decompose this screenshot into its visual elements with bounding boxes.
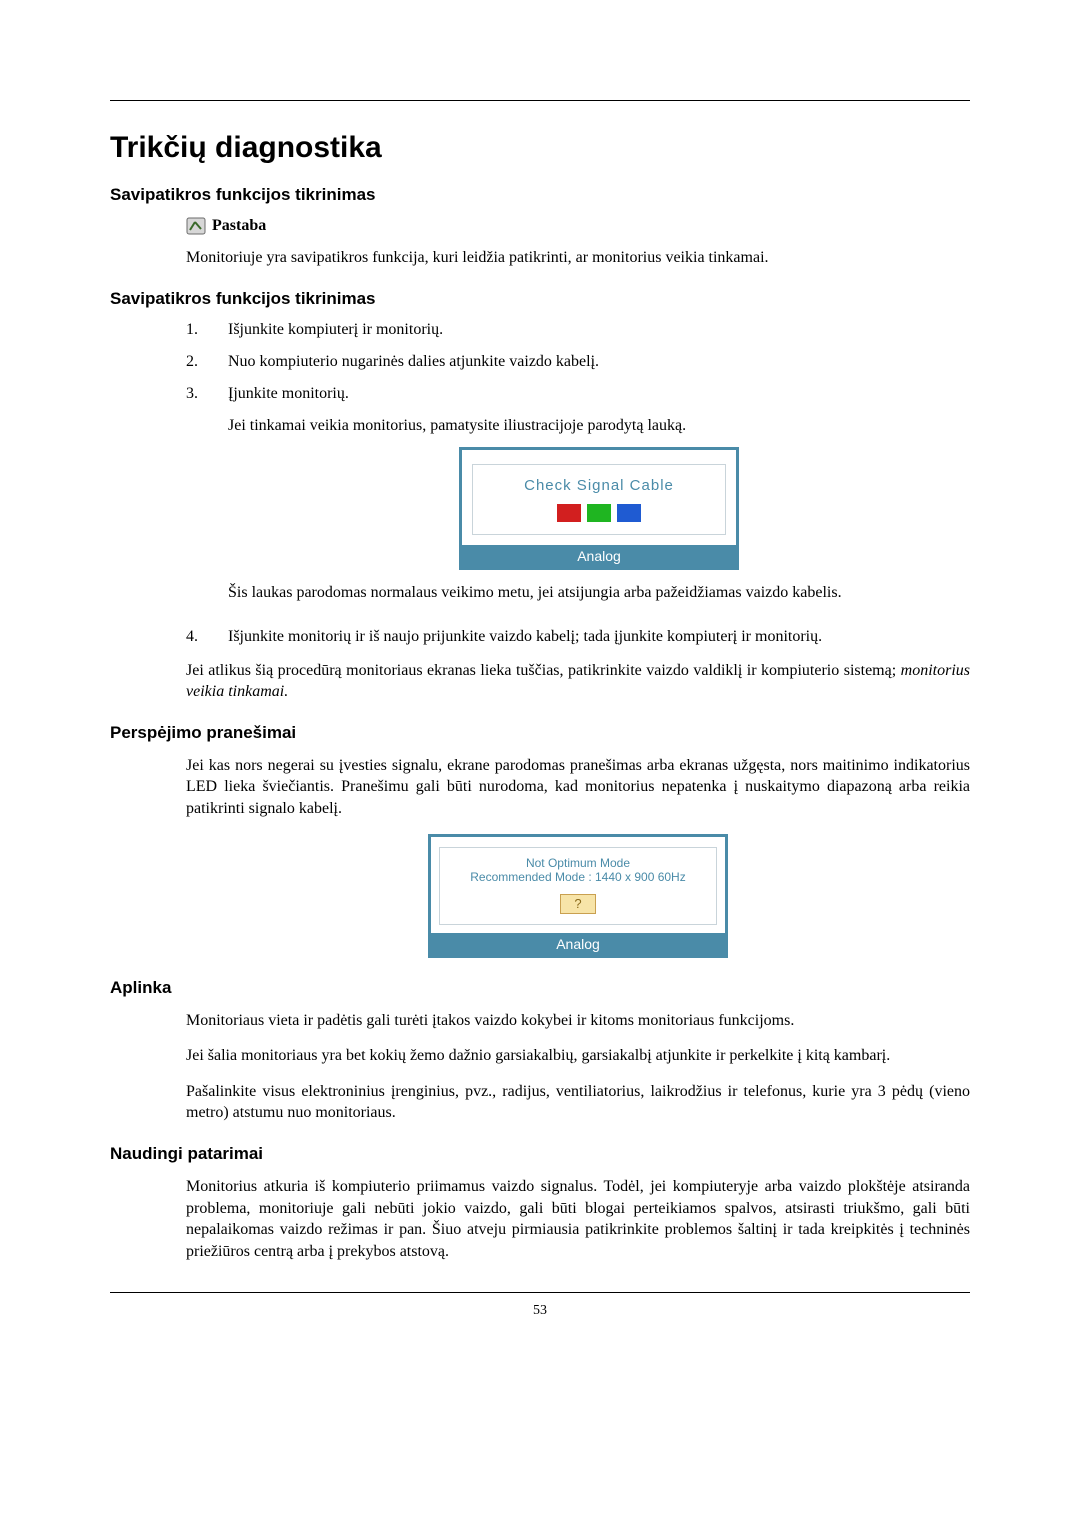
conclusion-a: Jei atlikus šią procedūrą monitoriaus ek… [186,662,901,679]
step-text-block: Įjunkite monitorių. Jei tinkamai veikia … [228,385,970,614]
top-rule [110,100,970,101]
step-item: 1. Išjunkite kompiuterį ir monitorių. [186,321,970,339]
step-number: 2. [186,353,206,371]
document-page: Trikčių diagnostika Savipatikros funkcij… [0,0,1080,1359]
selftest-1-body: Pastaba Monitoriuje yra savipatikros fun… [186,217,970,269]
step-text: Išjunkite kompiuterį ir monitorių. [228,321,970,339]
swatch-blue [617,504,641,522]
step-number: 1. [186,321,206,339]
check-signal-title: Check Signal Cable [481,477,717,494]
figure-check-signal: Check Signal Cable Analog [228,447,970,570]
env-p1: Monitoriaus vieta ir padėtis gali turėti… [186,1010,970,1032]
not-optimum-line2: Recommended Mode : 1440 x 900 60Hz [446,870,710,884]
section-env-heading: Aplinka [110,978,970,998]
note-label: Pastaba [212,217,266,235]
figure-not-optimum: Not Optimum Mode Recommended Mode : 1440… [186,834,970,958]
swatch-red [557,504,581,522]
monitor-inner: Check Signal Cable [472,464,726,535]
step-subtext-2: Šis laukas parodomas normalaus veikimo m… [228,584,970,602]
not-optimum-line1: Not Optimum Mode [446,856,710,870]
step-item: 2. Nuo kompiuterio nugarinės dalies atju… [186,353,970,371]
bottom-rule [110,1292,970,1293]
steps-list: 1. Išjunkite kompiuterį ir monitorių. 2.… [186,321,970,646]
tips-body: Monitorius atkuria iš kompiuterio priima… [186,1176,970,1262]
note-icon [186,217,206,235]
step-number: 4. [186,628,206,646]
page-number: 53 [110,1303,970,1319]
swatch-green [587,504,611,522]
step-item: 3. Įjunkite monitorių. Jei tinkamai veik… [186,385,970,614]
step-text: Išjunkite monitorių ir iš naujo prijunki… [228,628,970,646]
monitor-dialog-1: Check Signal Cable Analog [459,447,739,570]
section-warnings-heading: Perspėjimo pranešimai [110,723,970,743]
step-number: 3. [186,385,206,614]
env-body: Monitoriaus vieta ir padėtis gali turėti… [186,1010,970,1124]
monitor-dialog-2: Not Optimum Mode Recommended Mode : 1440… [428,834,728,958]
step-text: Įjunkite monitorių. [228,385,970,403]
page-title: Trikčių diagnostika [110,131,970,165]
step-text: Nuo kompiuterio nugarinės dalies atjunki… [228,353,970,371]
question-box: ? [560,894,596,914]
env-p3: Pašalinkite visus elektroninius įrengini… [186,1081,970,1124]
selftest-conclusion: Jei atlikus šią procedūrą monitoriaus ek… [186,660,970,703]
rgb-row [481,504,717,522]
monitor-inner-2: Not Optimum Mode Recommended Mode : 1440… [439,847,717,925]
note-row: Pastaba [186,217,970,235]
warnings-text: Jei kas nors negerai su įvesties signalu… [186,755,970,820]
warnings-body: Jei kas nors negerai su įvesties signalu… [186,755,970,958]
step-item: 4. Išjunkite monitorių ir iš naujo priju… [186,628,970,646]
tips-p1: Monitorius atkuria iš kompiuterio priima… [186,1176,970,1262]
analog-bar-2: Analog [431,933,725,955]
section-tips-heading: Naudingi patarimai [110,1144,970,1164]
env-p2: Jei šalia monitoriaus yra bet kokių žemo… [186,1045,970,1067]
step-subtext: Jei tinkamai veikia monitorius, pamatysi… [228,417,970,435]
section-selftest-2-heading: Savipatikros funkcijos tikrinimas [110,289,970,309]
section-selftest-1-heading: Savipatikros funkcijos tikrinimas [110,185,970,205]
analog-bar: Analog [462,545,736,567]
selftest-2-body: 1. Išjunkite kompiuterį ir monitorių. 2.… [186,321,970,703]
note-text: Monitoriuje yra savipatikros funkcija, k… [186,247,970,269]
